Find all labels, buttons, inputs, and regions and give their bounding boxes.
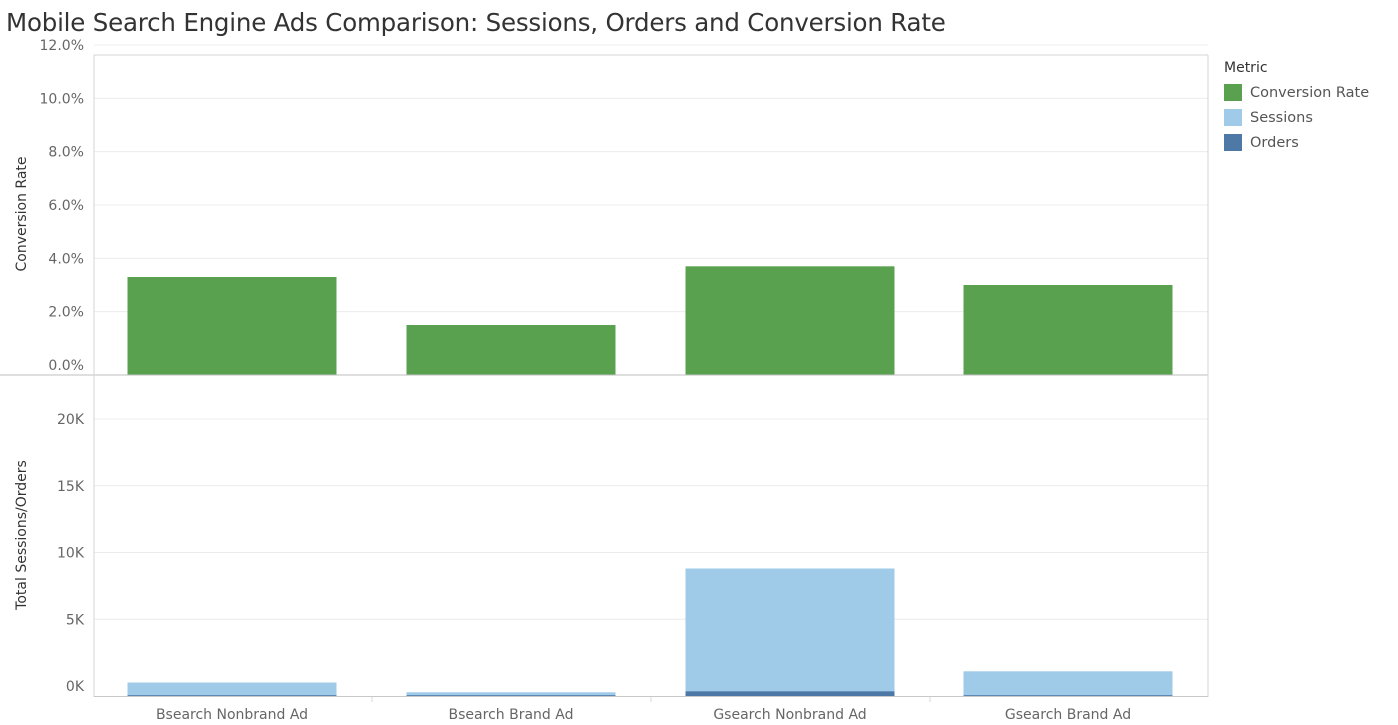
- x-tick-bsearch-nonbrand-ad: Bsearch Nonbrand Ad: [156, 707, 308, 723]
- y-axis-title-conversion-rate: Conversion Rate: [14, 156, 30, 271]
- bar-orders-bsearch-brand-ad: [406, 695, 616, 696]
- bar-conversion-rate-gsearch-brand-ad: [963, 284, 1173, 375]
- legend-label-sessions: Sessions: [1250, 109, 1313, 126]
- bar-sessions-bsearch-brand-ad: [406, 692, 616, 696]
- bar-sessions-bsearch-nonbrand-ad: [127, 682, 337, 696]
- legend-title: Metric: [1224, 60, 1268, 76]
- bar-orders-bsearch-nonbrand-ad: [127, 695, 337, 696]
- bar-orders-gsearch-brand-ad: [963, 695, 1173, 696]
- y-tick-top-0: 12.0%: [40, 38, 84, 54]
- x-tick-gsearch-brand-ad: Gsearch Brand Ad: [1005, 707, 1131, 723]
- bar-conversion-rate-bsearch-nonbrand-ad: [127, 276, 337, 375]
- bar-sessions-gsearch-nonbrand-ad: [685, 568, 895, 696]
- x-tick-gsearch-nonbrand-ad: Gsearch Nonbrand Ad: [713, 707, 866, 723]
- y-tick-top-5: 2.0%: [48, 305, 84, 321]
- legend-label-conversion-rate: Conversion Rate: [1250, 84, 1370, 101]
- y-tick-top-2: 8.0%: [48, 145, 84, 161]
- y-tick-bottom-2: 10K: [57, 546, 85, 562]
- y-tick-top-1: 10.0%: [40, 91, 84, 107]
- y-tick-bottom-1: 15K: [57, 479, 85, 495]
- bar-conversion-rate-gsearch-nonbrand-ad: [685, 266, 895, 375]
- bar-sessions-gsearch-brand-ad: [963, 671, 1173, 696]
- legend-item-conversion-rate[interactable]: Conversion Rate: [1224, 80, 1369, 105]
- chart-title: Mobile Search Engine Ads Comparison: Ses…: [6, 8, 946, 37]
- y-tick-top-6: 0.0%: [48, 358, 84, 374]
- legend-item-orders[interactable]: Orders: [1224, 130, 1369, 155]
- bar-orders-gsearch-nonbrand-ad: [685, 691, 895, 696]
- y-tick-top-4: 4.0%: [48, 251, 84, 267]
- y-tick-bottom-0: 20K: [57, 412, 85, 428]
- legend-swatch-orders: [1224, 134, 1242, 151]
- x-tick-bsearch-brand-ad: Bsearch Brand Ad: [449, 707, 574, 723]
- legend: Metric Conversion Rate Sessions Orders: [1224, 60, 1369, 155]
- y-tick-bottom-3: 5K: [66, 612, 85, 628]
- bar-conversion-rate-bsearch-brand-ad: [406, 324, 616, 375]
- y-tick-bottom-4: 0K: [66, 679, 85, 695]
- legend-swatch-conversion-rate: [1224, 84, 1242, 101]
- legend-item-sessions[interactable]: Sessions: [1224, 105, 1369, 130]
- y-tick-top-3: 6.0%: [48, 198, 84, 214]
- y-axis-title-sessions-orders: Total Sessions/Orders: [14, 460, 30, 611]
- legend-label-orders: Orders: [1250, 134, 1299, 151]
- legend-swatch-sessions: [1224, 109, 1242, 126]
